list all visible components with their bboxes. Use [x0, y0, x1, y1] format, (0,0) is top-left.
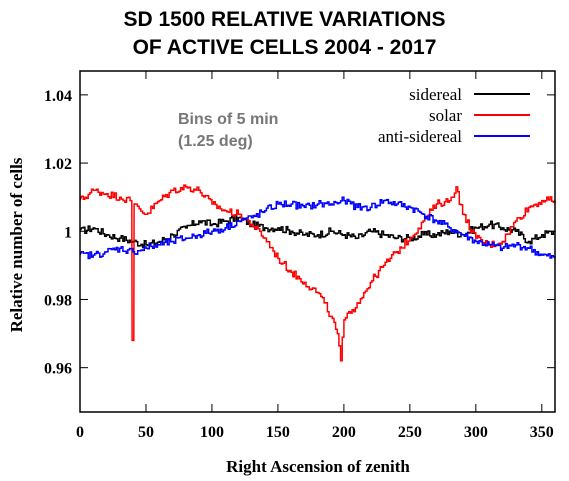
- annotation-degrees: (1.25 deg): [178, 133, 253, 150]
- x-tick-label-50: 50: [138, 424, 154, 441]
- legend-label-solar: solar: [429, 106, 462, 125]
- x-tick-label-200: 200: [332, 424, 356, 441]
- chart-title-line1: SD 1500 RELATIVE VARIATIONS: [123, 8, 446, 31]
- x-tick-label-250: 250: [398, 424, 422, 441]
- series-line-solar: [79, 184, 556, 362]
- y-axis-label: Relative number of cells: [7, 157, 26, 332]
- chart-title-line2: OF ACTIVE CELLS 2004 - 2017: [132, 36, 437, 59]
- plot-frame: [79, 70, 556, 413]
- legend-label-sidereal: sidereal: [409, 85, 462, 104]
- x-tick-label-300: 300: [464, 424, 488, 441]
- y-tick-label-0.98: 0.98: [44, 292, 72, 309]
- legend: sidereal solar anti-sidereal: [378, 85, 530, 146]
- x-tick-label-350: 350: [530, 424, 554, 441]
- y-tick-label-1.02: 1.02: [44, 156, 72, 173]
- x-tick-label-150: 150: [266, 424, 290, 441]
- x-tick-label-100: 100: [200, 424, 224, 441]
- series-line-anti-sidereal: [79, 196, 556, 260]
- y-tick-label-0.96: 0.96: [44, 361, 72, 378]
- y-tick-label-1.04: 1.04: [44, 88, 72, 105]
- legend-label-anti-sidereal: anti-sidereal: [378, 127, 462, 146]
- y-tick-label-1: 1: [64, 224, 72, 241]
- ticks-layer: 0 50 100 150 200 250 300 350 0.96 0.98 1 1.02 1.04: [44, 71, 555, 441]
- series-layer: [79, 184, 556, 362]
- annotation-bins: Bins of 5 min: [178, 111, 278, 128]
- x-axis-label: Right Ascension of zenith: [226, 457, 410, 476]
- x-tick-label-0: 0: [76, 424, 84, 441]
